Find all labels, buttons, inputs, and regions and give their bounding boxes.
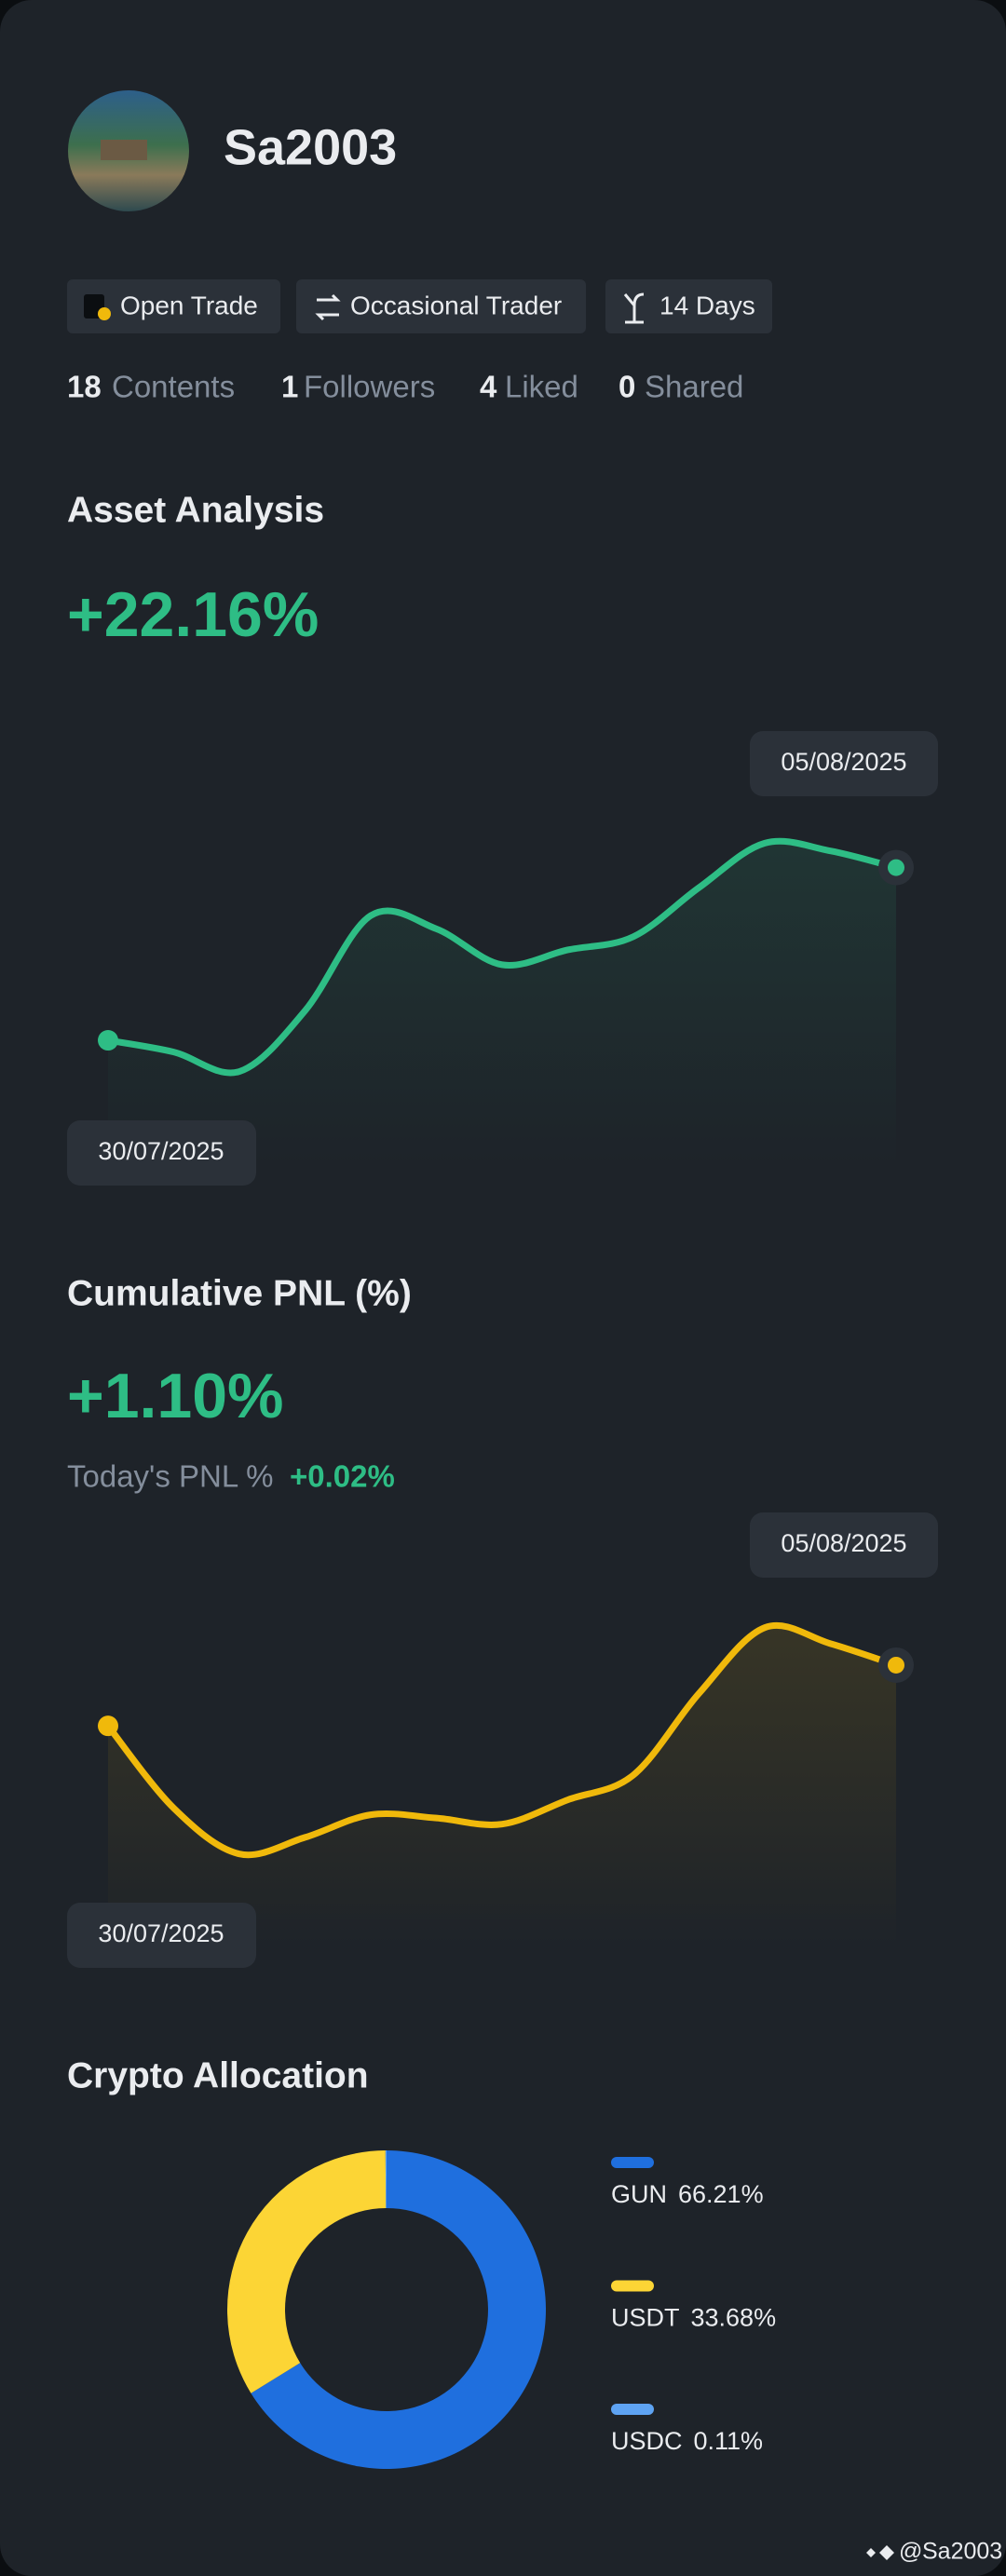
stat-value: 18	[67, 370, 102, 404]
footer-at: @	[899, 2539, 922, 2565]
donut-segment	[227, 2150, 387, 2393]
date-box	[750, 1512, 938, 1578]
stat-value: 0	[619, 370, 635, 404]
stat-label: Contents	[112, 370, 235, 404]
avatar-house	[101, 140, 147, 160]
badge-icon	[98, 307, 111, 320]
stat-label: Liked	[505, 370, 578, 404]
stat-label: Followers	[304, 370, 435, 404]
badge-label: Occasional Trader	[350, 291, 562, 319]
legend-name: USDT	[611, 2304, 680, 2332]
section-title: Asset Analysis	[67, 490, 324, 530]
section-title: Crypto Allocation	[67, 2055, 369, 2095]
stat-value: 1	[281, 370, 298, 404]
legend-name: GUN	[611, 2180, 667, 2208]
stat-label: Shared	[645, 370, 743, 404]
username: Sa2003	[224, 119, 397, 175]
stat-value: 4	[480, 370, 497, 404]
end-date: 05/08/2025	[781, 748, 906, 776]
legend-value: 33.68%	[691, 2304, 777, 2332]
badge-icon	[315, 293, 341, 321]
date-box	[67, 1903, 256, 1968]
footer-handle: Sa2003	[922, 2539, 1002, 2565]
badge	[67, 279, 280, 333]
line	[104, 1621, 900, 1859]
badge-label: 14 Days	[659, 291, 755, 319]
legend-label: GUN 66.21%	[611, 2180, 764, 2208]
start-dot	[98, 1030, 118, 1051]
donut-segment	[385, 2150, 387, 2209]
donut-segment	[251, 2150, 546, 2469]
legend-label: USDC 0.11%	[611, 2427, 763, 2455]
legend-swatch	[611, 2157, 654, 2168]
legend-swatch	[611, 2404, 654, 2415]
start-dot	[98, 1715, 118, 1737]
legend-value: 66.21%	[678, 2180, 764, 2208]
date-box	[67, 1120, 256, 1186]
start-date: 30/07/2025	[98, 1919, 224, 1947]
badge	[296, 279, 586, 333]
date-box	[750, 731, 938, 796]
section-title: Cumulative PNL (%)	[67, 1273, 412, 1313]
headline: +22.16%	[67, 579, 319, 650]
badge-icon	[623, 292, 645, 324]
headline: +1.10%	[67, 1361, 284, 1431]
end-dot	[888, 859, 904, 876]
legend-swatch	[611, 2280, 654, 2292]
subtitle: Today's PNL %	[67, 1459, 274, 1494]
legend-value: 0.11%	[694, 2427, 764, 2455]
line	[104, 837, 900, 1077]
area	[108, 1625, 896, 1947]
area	[108, 841, 896, 1167]
legend-name: USDC	[611, 2427, 683, 2455]
logo	[866, 2545, 894, 2560]
badge	[605, 279, 772, 333]
subtitle-value: +0.02%	[290, 1459, 395, 1494]
legend-label: USDT 33.68%	[611, 2304, 776, 2332]
end-dot	[888, 1656, 904, 1674]
start-date: 30/07/2025	[98, 1137, 224, 1165]
end-date: 05/08/2025	[781, 1529, 906, 1557]
badge-label: Open Trade	[120, 291, 258, 319]
